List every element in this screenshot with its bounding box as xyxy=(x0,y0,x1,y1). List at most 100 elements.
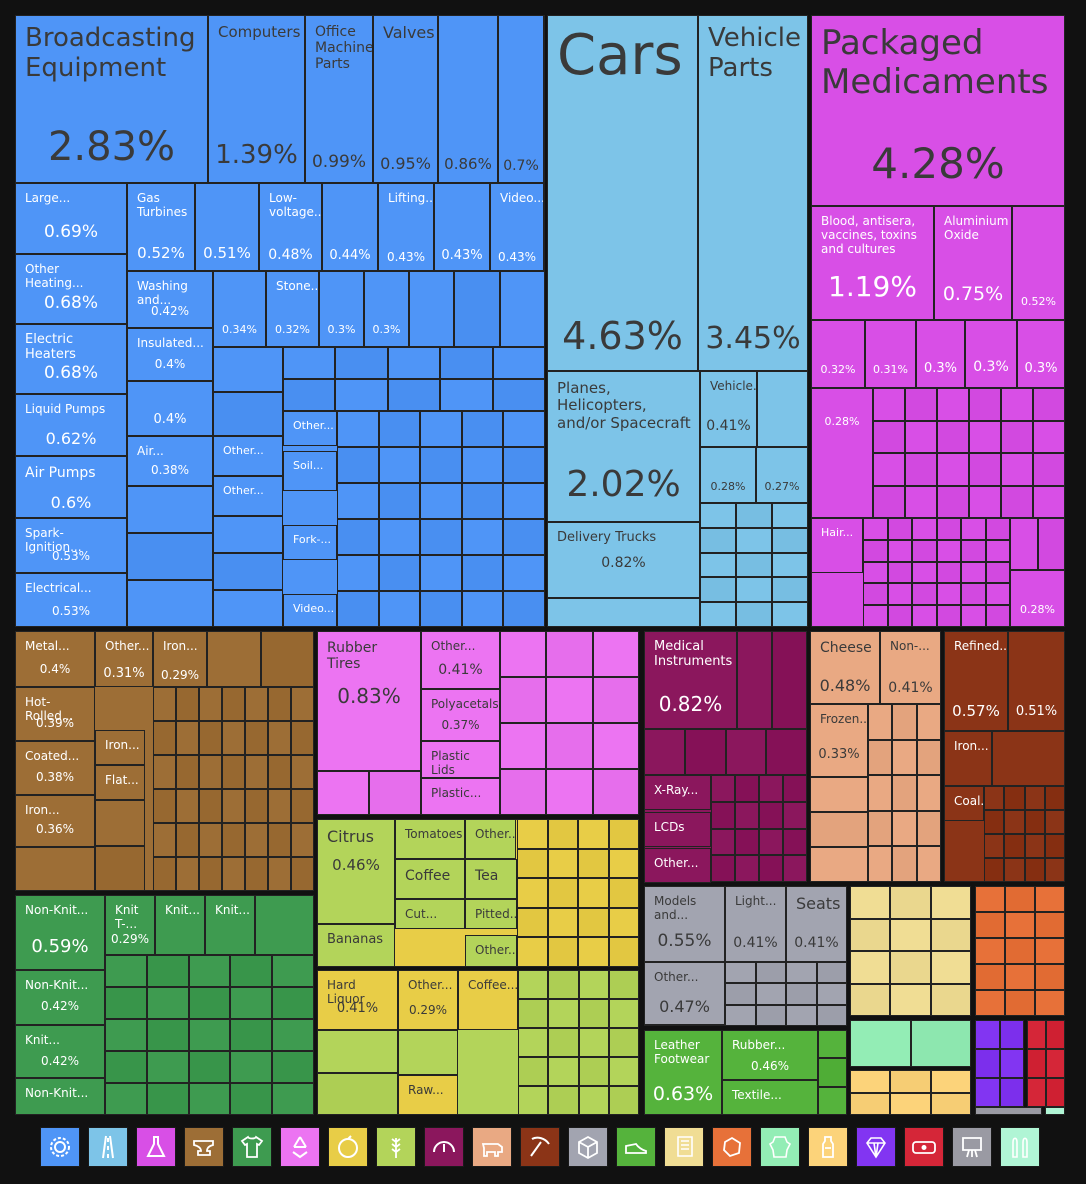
treemap-small-cell[interactable] xyxy=(850,1020,911,1067)
treemap-small-cell[interactable] xyxy=(608,937,639,967)
treemap-cell[interactable]: Other... 0.47% xyxy=(644,962,725,1025)
treemap-small-cell[interactable] xyxy=(153,857,176,891)
treemap-small-cell[interactable] xyxy=(268,687,291,721)
treemap-small-cell[interactable] xyxy=(578,1028,609,1057)
treemap-small-cell[interactable] xyxy=(105,1083,147,1115)
treemap-cell[interactable]: 0.3% xyxy=(965,320,1017,388)
treemap-small-cell[interactable] xyxy=(873,420,905,453)
gear-icon[interactable] xyxy=(40,1127,80,1167)
treemap-small-cell[interactable] xyxy=(700,552,736,578)
treemap-cell[interactable]: Flat... xyxy=(95,765,145,800)
treemap-small-cell[interactable] xyxy=(1035,964,1065,990)
treemap-small-cell[interactable] xyxy=(905,388,937,421)
treemap-small-cell[interactable] xyxy=(905,453,937,486)
treemap-small-cell[interactable] xyxy=(890,918,931,951)
treemap-small-cell[interactable] xyxy=(409,271,455,347)
treemap-cell[interactable]: Cars 4.63% xyxy=(547,15,698,371)
treemap-small-cell[interactable] xyxy=(268,721,291,755)
treemap-cell[interactable]: Iron... xyxy=(95,730,145,765)
treemap-small-cell[interactable] xyxy=(492,347,545,379)
treemap-small-cell[interactable] xyxy=(1046,1078,1065,1107)
treemap-small-cell[interactable] xyxy=(420,483,462,519)
treemap-small-cell[interactable] xyxy=(213,553,283,590)
treemap-small-cell[interactable] xyxy=(272,1051,314,1083)
treemap-small-cell[interactable] xyxy=(1005,990,1035,1016)
stone-icon[interactable] xyxy=(712,1127,752,1167)
treemap-small-cell[interactable] xyxy=(317,1030,398,1073)
treemap-small-cell[interactable] xyxy=(255,895,314,955)
treemap-small-cell[interactable] xyxy=(759,855,783,882)
treemap-small-cell[interactable] xyxy=(937,420,969,453)
treemap-small-cell[interactable] xyxy=(245,687,268,721)
treemap-small-cell[interactable] xyxy=(975,1020,1000,1049)
treemap-small-cell[interactable] xyxy=(985,518,1010,540)
treemap-small-cell[interactable] xyxy=(608,878,639,908)
treemap-cell[interactable]: Other Heating... 0.68% xyxy=(15,254,127,324)
treemap-cell[interactable]: Knit T-... 0.29% xyxy=(105,895,155,955)
treemap-small-cell[interactable] xyxy=(818,1058,847,1087)
treemap-small-cell[interactable] xyxy=(912,583,937,606)
treemap-cell[interactable]: 0.34% xyxy=(213,271,266,347)
treemap-small-cell[interactable] xyxy=(810,847,868,882)
treemap-small-cell[interactable] xyxy=(153,789,176,823)
treemap-small-cell[interactable] xyxy=(188,1051,231,1083)
treemap-small-cell[interactable] xyxy=(887,561,912,584)
treemap-small-cell[interactable] xyxy=(818,1086,847,1115)
treemap-small-cell[interactable] xyxy=(783,828,807,856)
treemap-small-cell[interactable] xyxy=(213,516,283,553)
treemap-cell[interactable]: 0.3% xyxy=(319,271,364,347)
treemap-cell[interactable]: Iron... 0.29% xyxy=(153,631,207,687)
treemap-small-cell[interactable] xyxy=(936,583,961,606)
treemap-small-cell[interactable] xyxy=(492,379,545,411)
treemap-small-cell[interactable] xyxy=(153,687,176,721)
treemap-small-cell[interactable] xyxy=(230,1051,273,1083)
treemap-small-cell[interactable] xyxy=(188,955,231,987)
treemap-small-cell[interactable] xyxy=(188,1083,231,1115)
treemap-small-cell[interactable] xyxy=(245,755,268,789)
treemap-small-cell[interactable] xyxy=(461,447,504,483)
treemap-small-cell[interactable] xyxy=(578,999,609,1028)
treemap-cell[interactable]: Models and... 0.55% xyxy=(644,886,725,962)
treemap-small-cell[interactable] xyxy=(1033,388,1065,421)
flask-icon[interactable] xyxy=(136,1127,176,1167)
treemap-small-cell[interactable] xyxy=(213,590,283,627)
treemap-small-cell[interactable] xyxy=(975,938,1005,964)
treemap-cell[interactable]: 0.51% xyxy=(1008,631,1065,731)
treemap-small-cell[interactable] xyxy=(711,828,735,856)
treemap-small-cell[interactable] xyxy=(975,912,1005,938)
treemap-small-cell[interactable] xyxy=(700,503,736,528)
treemap-small-cell[interactable] xyxy=(969,388,1001,421)
treemap-small-cell[interactable] xyxy=(548,1086,579,1115)
anvil-icon[interactable] xyxy=(184,1127,224,1167)
treemap-small-cell[interactable] xyxy=(503,519,545,555)
treemap-small-cell[interactable] xyxy=(916,775,941,811)
treemap-small-cell[interactable] xyxy=(936,561,961,584)
treemap-small-cell[interactable] xyxy=(863,561,888,584)
treemap-small-cell[interactable] xyxy=(644,729,685,775)
treemap-small-cell[interactable] xyxy=(892,704,917,740)
treemap-small-cell[interactable] xyxy=(230,955,273,987)
treemap-small-cell[interactable] xyxy=(961,539,986,562)
treemap-small-cell[interactable] xyxy=(930,951,971,984)
treemap-cell[interactable]: Other... xyxy=(213,436,283,476)
treemap-small-cell[interactable] xyxy=(608,999,639,1028)
treemap-small-cell[interactable] xyxy=(700,577,736,603)
treemap-cell[interactable]: Leather Footwear 0.63% xyxy=(644,1030,722,1115)
treemap-small-cell[interactable] xyxy=(222,687,245,721)
treemap-small-cell[interactable] xyxy=(518,1028,549,1057)
treemap-small-cell[interactable] xyxy=(985,605,1010,627)
treemap-small-cell[interactable] xyxy=(930,918,971,951)
treemap-small-cell[interactable] xyxy=(127,486,213,533)
treemap-small-cell[interactable] xyxy=(757,371,808,447)
treemap-small-cell[interactable] xyxy=(176,857,199,891)
treemap-cell[interactable]: Cut... xyxy=(395,899,465,929)
treemap-cell[interactable]: Aluminium Oxide 0.75% xyxy=(934,206,1012,320)
treemap-small-cell[interactable] xyxy=(873,388,905,421)
treemap-cell[interactable]: 0.44% xyxy=(322,183,378,271)
treemap-cell[interactable]: Video... 0.43% xyxy=(490,183,544,271)
treemap-small-cell[interactable] xyxy=(337,483,379,519)
box-icon[interactable] xyxy=(568,1127,608,1167)
treemap-small-cell[interactable] xyxy=(735,801,759,829)
treemap-small-cell[interactable] xyxy=(378,483,421,519)
treemap-small-cell[interactable] xyxy=(146,1051,189,1083)
